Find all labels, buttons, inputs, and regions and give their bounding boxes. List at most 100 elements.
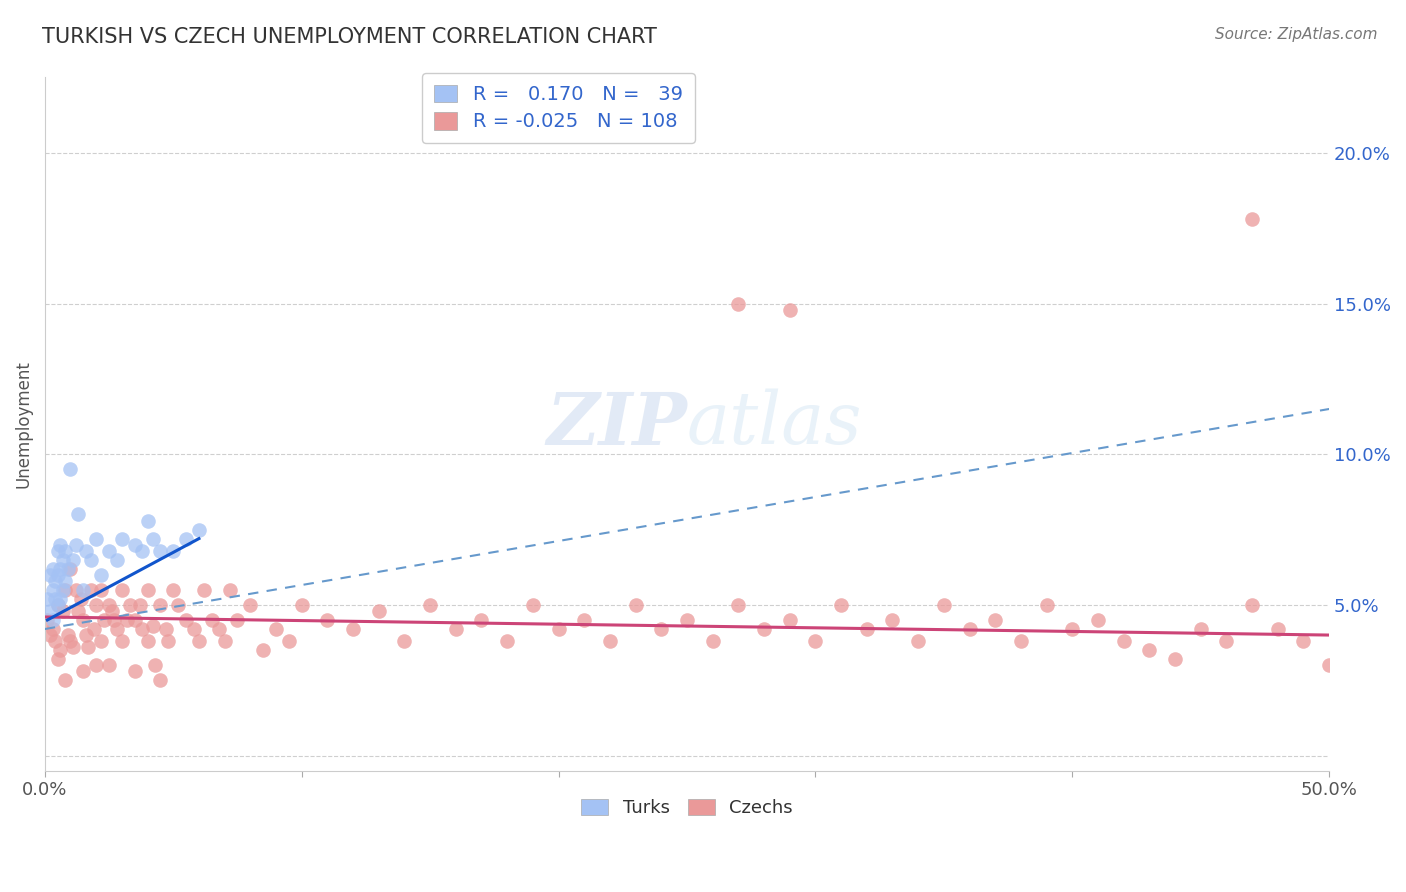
Point [65,538,87,552]
Point [1137,643,1160,657]
Point [419,598,441,612]
Point [115,613,138,627]
Point [124,613,146,627]
Point [779,302,801,317]
Point [118,598,141,612]
Point [162,543,184,558]
Point [547,622,569,636]
Point [131,622,153,636]
Point [53,574,76,588]
Point [342,622,364,636]
Point [52,552,75,566]
Point [53,543,76,558]
Point [100,604,122,618]
Point [67,508,90,522]
Point [142,619,165,633]
Text: atlas: atlas [688,389,862,459]
Point [52,582,75,597]
Point [105,622,128,636]
Point [84,532,107,546]
Point [1112,634,1135,648]
Point [496,634,519,648]
Point [98,658,121,673]
Point [187,634,209,648]
Point [111,582,134,597]
Point [702,634,724,648]
Point [1241,212,1264,227]
Point [41,613,63,627]
Point [105,552,128,566]
Point [80,552,103,566]
Point [41,622,63,636]
Point [226,613,249,627]
Point [62,552,84,566]
Point [98,543,121,558]
Point [39,628,62,642]
Point [56,628,79,642]
Point [470,613,492,627]
Point [214,634,236,648]
Point [124,664,146,678]
Point [41,582,63,597]
Legend: Turks, Czechs: Turks, Czechs [574,791,800,824]
Point [44,591,66,606]
Point [1062,622,1084,636]
Point [599,634,621,648]
Point [1292,634,1315,648]
Point [75,543,97,558]
Point [1035,598,1057,612]
Point [264,622,287,636]
Point [136,514,159,528]
Y-axis label: Unemployment: Unemployment [15,360,32,488]
Point [65,582,87,597]
Point [93,613,115,627]
Point [752,622,775,636]
Point [98,598,121,612]
Point [882,613,904,627]
Point [316,613,339,627]
Point [1189,622,1212,636]
Point [56,562,79,576]
Point [124,538,146,552]
Point [174,532,197,546]
Point [1267,622,1289,636]
Point [830,598,852,612]
Point [167,598,190,612]
Point [37,613,59,627]
Point [39,604,62,618]
Point [394,634,416,648]
Point [855,622,877,636]
Point [39,567,62,582]
Point [72,664,94,678]
Text: ZIP: ZIP [546,389,688,459]
Point [90,634,112,648]
Point [49,562,72,576]
Point [277,634,299,648]
Point [1215,634,1237,648]
Point [149,598,172,612]
Point [41,562,63,576]
Point [90,582,112,597]
Point [46,652,69,666]
Point [984,613,1007,627]
Point [149,543,172,558]
Point [804,634,827,648]
Point [779,613,801,627]
Point [111,532,134,546]
Point [624,598,647,612]
Point [291,598,314,612]
Point [46,598,69,612]
Point [67,604,90,618]
Point [53,673,76,688]
Point [46,567,69,582]
Point [83,622,105,636]
Point [676,613,699,627]
Point [367,604,389,618]
Point [187,523,209,537]
Point [143,658,166,673]
Point [136,582,159,597]
Point [522,598,544,612]
Point [37,591,59,606]
Point [77,640,100,654]
Point [46,543,69,558]
